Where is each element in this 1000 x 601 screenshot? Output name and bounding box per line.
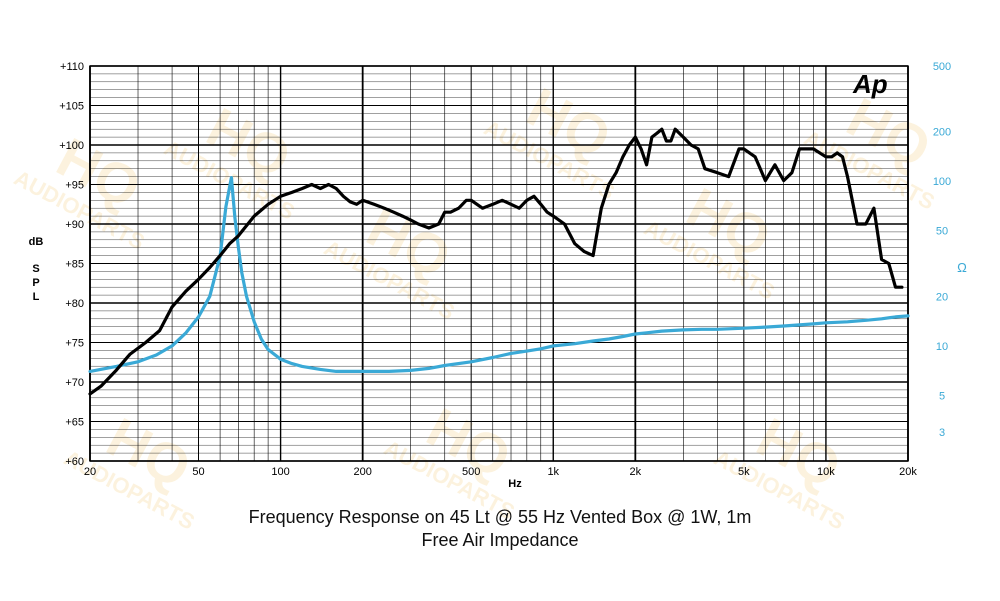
x-tick-label: 5k: [738, 466, 750, 478]
right-tick-label: 5: [939, 390, 945, 402]
x-tick-label: 50: [192, 466, 204, 478]
left-axis-label-part: S: [32, 263, 39, 275]
right-axis-ticks: 500 200 100 50 20 10 5 3: [933, 61, 951, 439]
right-tick-label: 10: [936, 341, 948, 353]
left-tick-label: +85: [65, 259, 84, 271]
impedance-curve: [88, 176, 910, 373]
x-axis-ticks: 20 50 100 200 500 1k 2k 5k 10k 20k: [84, 466, 917, 478]
left-tick-label: +60: [65, 456, 84, 468]
left-axis-label-part: P: [32, 277, 39, 289]
left-tick-label: +70: [65, 377, 84, 389]
left-tick-label: +100: [59, 140, 84, 152]
x-tick-label: 1k: [547, 466, 559, 478]
ap-logo: Ap: [852, 69, 888, 99]
series-layer: [88, 127, 910, 396]
plot-border: [89, 65, 909, 462]
right-tick-label: 3: [939, 427, 945, 439]
left-axis-label: dB SPL: [29, 236, 44, 303]
left-axis-label-part: dB: [29, 236, 44, 248]
chart-caption-line2: Free Air Impedance: [421, 530, 579, 550]
right-tick-label: 100: [933, 176, 951, 188]
left-tick-label: +75: [65, 338, 84, 350]
right-tick-label: 500: [933, 61, 951, 73]
left-tick-label: +90: [65, 219, 84, 231]
right-tick-label: 200: [933, 127, 951, 139]
left-tick-label: +80: [65, 298, 84, 310]
left-tick-label: +95: [65, 180, 84, 192]
left-axis-ticks: +110 +105 +100 +95 +90 +85 +80 +75 +70 +65 +60: [59, 61, 84, 468]
right-tick-label: 50: [936, 226, 948, 238]
x-tick-label: 2k: [630, 466, 642, 478]
right-axis-label: Ω: [957, 260, 967, 275]
left-tick-label: +65: [65, 417, 84, 429]
right-tick-label: 20: [936, 291, 948, 303]
left-tick-label: +110: [60, 61, 84, 73]
x-axis-label: Hz: [508, 478, 522, 490]
left-axis-label-part: L: [33, 291, 40, 303]
x-tick-label: 100: [271, 466, 289, 478]
x-tick-label: 20k: [899, 466, 917, 478]
left-tick-label: +105: [59, 101, 84, 113]
chart-grid: [89, 65, 909, 462]
x-tick-label: 200: [353, 466, 371, 478]
spl-curve: [88, 127, 904, 396]
chart-caption-line1: Frequency Response on 45 Lt @ 55 Hz Vent…: [248, 507, 752, 527]
x-tick-label: 20: [84, 466, 96, 478]
x-tick-label: 10k: [817, 466, 835, 478]
x-tick-label: 500: [462, 466, 480, 478]
